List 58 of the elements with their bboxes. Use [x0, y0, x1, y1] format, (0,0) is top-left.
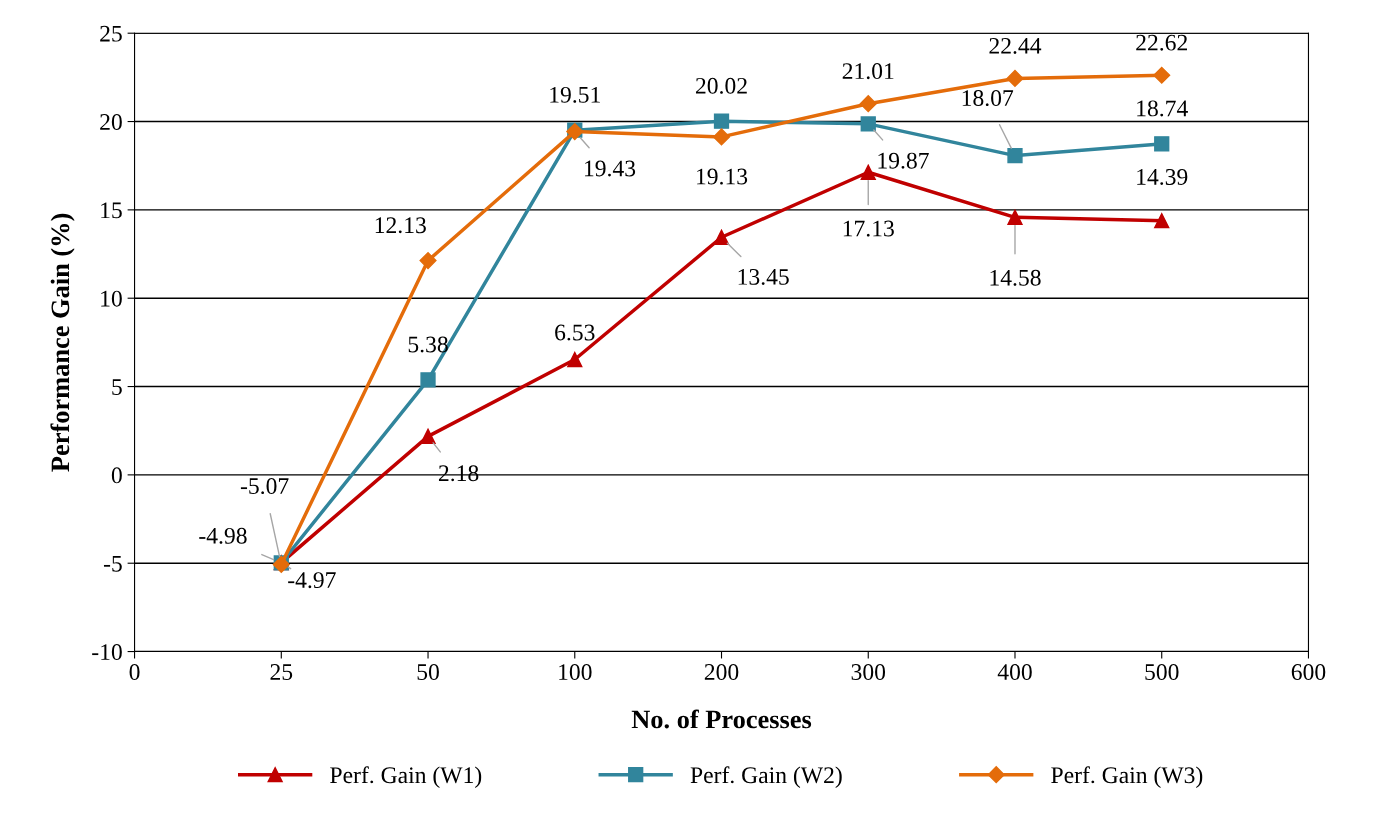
x-axis-title: No. of Processes: [631, 709, 812, 729]
data-label: 14.58: [990, 269, 1041, 286]
x-tick-label: 50: [417, 664, 439, 680]
y-tick-label: 15: [101, 202, 122, 219]
point: [713, 113, 730, 129]
data-label: 21.01: [842, 63, 894, 80]
data-label: 14.39: [1137, 169, 1188, 185]
data-label: 22.62: [1136, 34, 1187, 51]
data-label: 5.38: [408, 336, 448, 353]
y-tick-label: 20: [100, 114, 122, 130]
data-label: 13.45: [738, 268, 789, 285]
y-tick-label: 5: [112, 379, 122, 395]
point: [567, 351, 583, 368]
point: [419, 252, 437, 270]
data-label: 19.51: [550, 86, 600, 103]
x-tick-label: 300: [851, 664, 886, 680]
point: [1007, 147, 1023, 164]
data-label: -5.07: [240, 478, 289, 495]
y-tick-label: 25: [100, 25, 122, 42]
data-label: 19.87: [878, 152, 929, 169]
y-tick-label: -5: [103, 555, 122, 572]
data-label: 12.13: [375, 217, 426, 234]
legend-label: Perf. Gain (W2): [690, 766, 842, 788]
point: [420, 372, 436, 388]
x-tick-label: 100: [559, 664, 592, 680]
point: [860, 164, 876, 180]
data-label: 22.44: [989, 37, 1042, 54]
y-tick-label: 10: [101, 290, 122, 307]
point: [859, 95, 877, 113]
y-tick-label: -10: [92, 644, 122, 660]
point: [1154, 213, 1170, 229]
x-tick-label: 0: [129, 664, 140, 680]
data-label: 18.07: [962, 90, 1014, 107]
point: [420, 428, 436, 445]
data-label: 18.74: [1137, 100, 1188, 117]
x-tick-label: 500: [1145, 664, 1179, 680]
point: [1007, 209, 1023, 225]
data-label: -4.97: [288, 572, 336, 589]
data-label: 19.43: [585, 160, 636, 177]
point: [1006, 69, 1024, 87]
legend-label: Perf. Gain (W3): [1051, 766, 1203, 788]
point: [713, 229, 730, 245]
point: [712, 128, 731, 146]
point: [1154, 136, 1170, 152]
data-label: 20.02: [695, 77, 747, 94]
data-label: 17.13: [843, 220, 894, 237]
point: [860, 116, 876, 132]
x-tick-label: 25: [270, 664, 293, 680]
y-axis-title: Performance Gain (%): [50, 213, 75, 472]
x-tick-label: 400: [997, 664, 1032, 680]
data-label: 6.53: [555, 324, 595, 341]
point: [1153, 66, 1171, 84]
data-label: 19.13: [697, 168, 748, 185]
legend-label: Perf. Gain (W1): [330, 766, 482, 788]
x-tick-label: 600: [1291, 664, 1326, 680]
x-tick-label: 200: [704, 664, 739, 680]
y-tick-label: 0: [111, 467, 122, 484]
data-label: -4.98: [199, 527, 247, 544]
